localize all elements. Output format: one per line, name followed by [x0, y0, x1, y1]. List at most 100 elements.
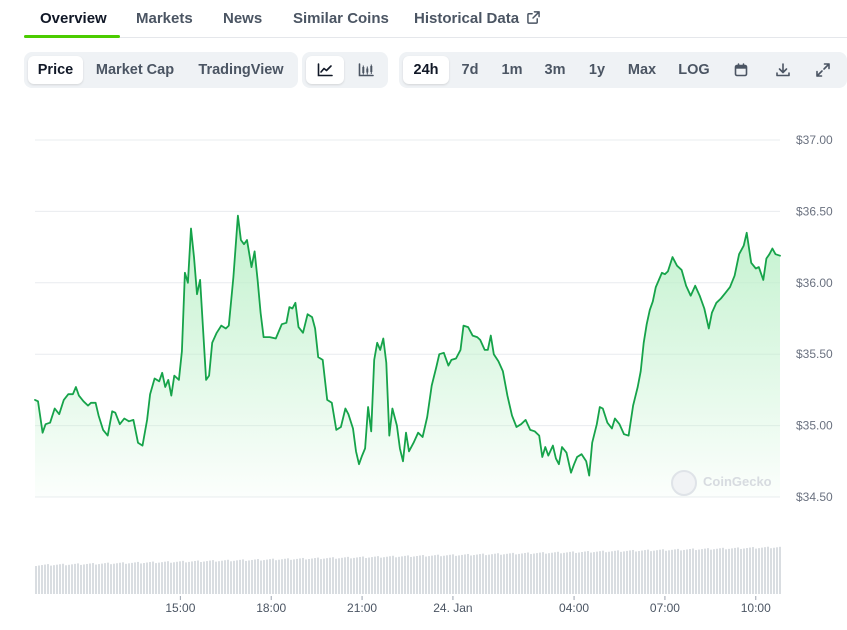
- volume-bar: [761, 547, 763, 594]
- volume-bar: [170, 562, 172, 594]
- volume-bar: [107, 562, 109, 594]
- volume-bar: [422, 555, 424, 594]
- volume-bar: [71, 564, 73, 594]
- volume-bar: [248, 560, 250, 594]
- volume-bar: [275, 560, 277, 594]
- volume-bar: [212, 560, 214, 594]
- volume-bar: [572, 551, 574, 594]
- volume-bar: [251, 559, 253, 594]
- y-tick-label: $35.00: [796, 419, 833, 433]
- volume-bar: [290, 559, 292, 594]
- volume-bar: [314, 558, 316, 594]
- volume-bar: [65, 565, 67, 594]
- volume-bar: [260, 560, 262, 594]
- volume-bar: [593, 552, 595, 594]
- volume-bar: [113, 563, 115, 594]
- volume-bar: [737, 547, 739, 594]
- fullscreen-button[interactable]: [805, 56, 841, 84]
- tab-similar-coins[interactable]: Similar Coins: [293, 10, 389, 27]
- range-24h-button[interactable]: 24h: [403, 56, 449, 84]
- volume-bar: [173, 562, 175, 594]
- price-button[interactable]: Price: [28, 56, 83, 84]
- volume-bar: [44, 564, 46, 594]
- volume-bar: [539, 552, 541, 594]
- volume-bar: [560, 553, 562, 594]
- volume-bar: [434, 555, 436, 594]
- volume-bar: [704, 548, 706, 594]
- volume-bar: [152, 561, 154, 594]
- x-tick-label: 07:00: [650, 601, 680, 615]
- volume-bar: [368, 557, 370, 594]
- line-view-button[interactable]: [306, 56, 344, 84]
- volume-bar: [509, 553, 511, 594]
- volume-bar: [377, 556, 379, 594]
- volume-bar: [197, 560, 199, 594]
- volume-bar: [347, 556, 349, 594]
- tab-overview[interactable]: Overview: [40, 10, 107, 27]
- price-line: [34, 214, 781, 477]
- volume-bar: [584, 551, 586, 594]
- volume-bar: [713, 549, 715, 594]
- volume-bar: [341, 557, 343, 594]
- range-max-button[interactable]: Max: [627, 62, 657, 78]
- volume-bar: [482, 553, 484, 594]
- volume-bar: [329, 557, 331, 594]
- volume-bar: [653, 550, 655, 594]
- x-tick-label: 18:00: [256, 601, 286, 615]
- volume-bar: [317, 557, 319, 594]
- volume-bar: [146, 562, 148, 594]
- volume-bar: [356, 557, 358, 594]
- volume-bar: [380, 557, 382, 594]
- volume-bar: [686, 549, 688, 594]
- volume-bar: [542, 552, 544, 594]
- date-range-button[interactable]: [723, 56, 759, 84]
- volume-bar: [746, 548, 748, 594]
- range-7d-button[interactable]: 7d: [461, 62, 479, 78]
- volume-bar: [41, 565, 43, 594]
- volume-bar: [218, 561, 220, 594]
- log-scale-button[interactable]: LOG: [678, 62, 710, 78]
- volume-bar: [194, 560, 196, 594]
- y-tick-label: $37.00: [796, 133, 833, 147]
- volume-bar: [620, 551, 622, 594]
- volume-bar: [227, 559, 229, 594]
- volume-bar: [257, 559, 259, 594]
- volume-bar: [383, 557, 385, 594]
- coingecko-logo-icon: [671, 470, 697, 496]
- tradingview-button[interactable]: TradingView: [198, 62, 284, 78]
- volume-bar: [77, 563, 79, 594]
- candlestick-view-button[interactable]: [347, 56, 385, 84]
- coingecko-watermark: CoinGecko: [671, 470, 772, 496]
- tab-historical-data[interactable]: Historical Data: [414, 0, 541, 38]
- price-chart[interactable]: $37.00 $36.50 $36.00 $35.50 $35.00 $34.50 15:0…: [0, 100, 847, 630]
- range-3m-button[interactable]: 3m: [544, 62, 566, 78]
- volume-bar: [386, 556, 388, 594]
- volume-bar: [635, 551, 637, 594]
- volume-bar: [608, 551, 610, 594]
- range-1y-button[interactable]: 1y: [588, 62, 606, 78]
- volume-bar: [221, 560, 223, 594]
- volume-bar: [296, 558, 298, 594]
- volume-bar: [662, 549, 664, 594]
- volume-bar: [590, 552, 592, 594]
- download-button[interactable]: [765, 56, 801, 84]
- volume-bar: [716, 548, 718, 594]
- volume-bar: [698, 549, 700, 594]
- volume-bar: [641, 550, 643, 594]
- volume-bar: [578, 552, 580, 594]
- x-tick-label: 15:00: [165, 601, 195, 615]
- volume-bar: [89, 563, 91, 594]
- volume-bar: [629, 550, 631, 594]
- volume-bar: [122, 562, 124, 594]
- range-1m-button[interactable]: 1m: [501, 62, 523, 78]
- tab-news[interactable]: News: [223, 10, 263, 27]
- external-link-icon: [527, 11, 541, 24]
- market-cap-button[interactable]: Market Cap: [95, 62, 175, 78]
- volume-bar: [236, 560, 238, 594]
- volume-bar: [140, 563, 142, 594]
- volume-bar: [56, 564, 58, 594]
- volume-bar: [62, 563, 64, 594]
- volume-bar: [374, 556, 376, 594]
- tab-markets[interactable]: Markets: [136, 10, 193, 27]
- watermark-text: CoinGecko: [703, 474, 772, 489]
